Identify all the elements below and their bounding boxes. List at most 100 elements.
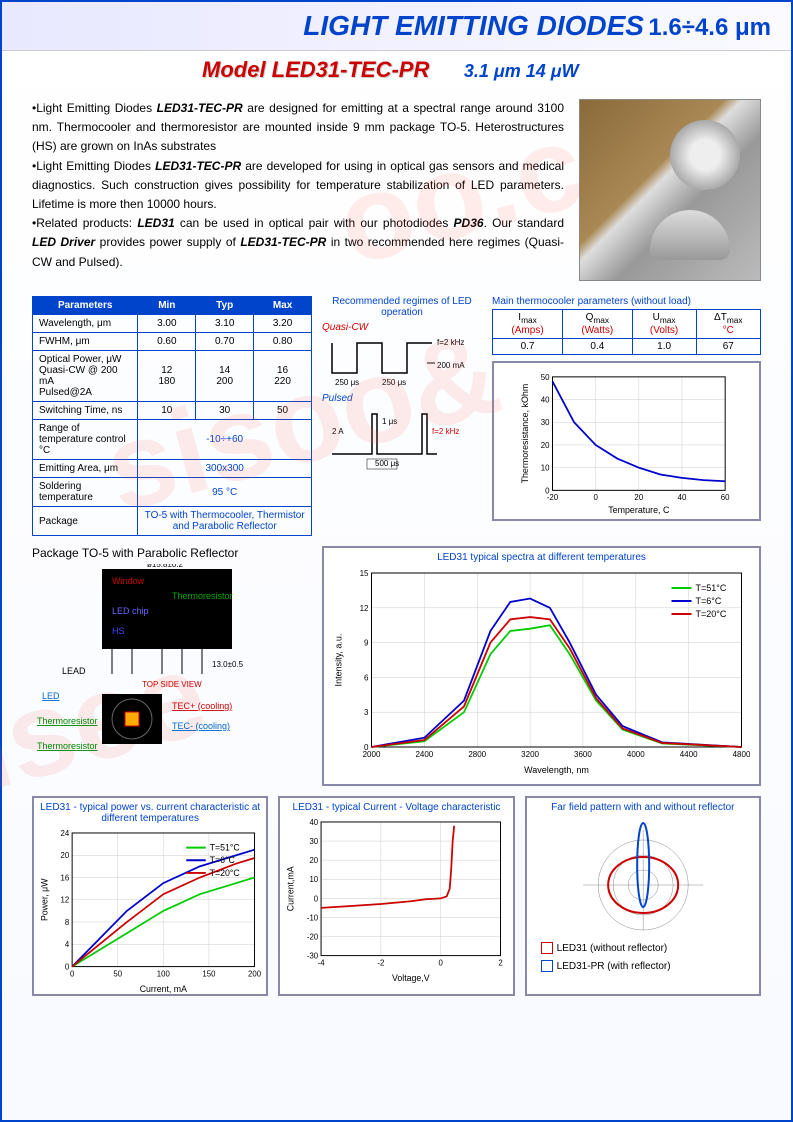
svg-text:20: 20 [310,856,319,865]
svg-text:TEC+ (cooling): TEC+ (cooling) [172,701,232,711]
spectra-chart: LED31 typical spectra at different tempe… [322,546,761,786]
svg-text:30: 30 [310,837,319,846]
package-diagram: Window Thermoresistor LED chip HS ø15.8±… [32,564,312,764]
svg-text:-10: -10 [307,913,319,922]
svg-text:T=20°C: T=20°C [210,868,240,878]
product-photo [579,99,761,281]
svg-text:Thermoresistor: Thermoresistor [37,741,98,751]
svg-text:4800: 4800 [733,750,751,759]
svg-text:LEAD: LEAD [62,666,86,676]
svg-text:Wavelength, nm: Wavelength, nm [524,765,589,775]
svg-text:40: 40 [310,818,319,827]
svg-text:50: 50 [541,373,550,382]
model-title: Model LED31-TEC-PR [202,57,429,82]
iv-chart: LED31 - typical Current - Voltage charac… [278,796,514,996]
svg-text:4000: 4000 [627,750,645,759]
svg-text:TOP SIDE VIEW: TOP SIDE VIEW [142,680,202,689]
svg-text:Window: Window [112,576,145,586]
svg-text:Current,mA: Current,mA [286,866,296,911]
svg-text:Thermoresistance, kOhm: Thermoresistance, kOhm [520,384,530,484]
svg-text:0: 0 [545,486,550,495]
svg-text:20: 20 [541,441,550,450]
main-title: LIGHT EMITTING DIODES [303,10,644,41]
svg-text:9: 9 [364,639,369,648]
svg-text:3600: 3600 [574,750,592,759]
svg-text:Voltage,V: Voltage,V [392,973,430,983]
svg-text:250 μs: 250 μs [335,378,359,387]
svg-text:12: 12 [360,604,369,613]
svg-text:500 μs: 500 μs [375,459,399,468]
svg-text:50: 50 [113,969,122,978]
svg-text:-20: -20 [307,932,319,941]
svg-text:T=20°C: T=20°C [696,609,727,619]
svg-text:f=2 kHz: f=2 kHz [432,427,459,436]
svg-text:Thermoresistor: Thermoresistor [37,716,98,726]
page-header: LIGHT EMITTING DIODES 1.6÷4.6 μm [2,2,791,51]
svg-text:8: 8 [65,918,69,927]
svg-text:24: 24 [61,829,70,838]
timing-diagram: Recommended regimes of LED operation Qua… [322,296,482,536]
svg-text:-2: -2 [378,958,385,967]
svg-text:4400: 4400 [680,750,698,759]
svg-text:Thermoresistor: Thermoresistor [172,591,233,601]
svg-text:0: 0 [314,894,319,903]
title-spec: 1.6÷4.6 μm [648,14,771,41]
svg-text:15: 15 [360,569,369,578]
svg-text:40: 40 [678,493,687,502]
svg-text:HS: HS [112,626,125,636]
svg-text:16: 16 [61,873,70,882]
svg-text:Current, mA: Current, mA [140,984,187,994]
svg-text:Intensity, a.u.: Intensity, a.u. [334,634,344,687]
svg-text:3: 3 [364,708,369,717]
svg-text:2400: 2400 [415,750,433,759]
svg-text:LED chip: LED chip [112,606,149,616]
description: •Light Emitting Diodes LED31-TEC-PR are … [32,99,564,281]
svg-text:3200: 3200 [521,750,539,759]
svg-text:Power, μW: Power, μW [40,878,50,921]
svg-text:200 mA: 200 mA [437,361,465,370]
svg-text:0: 0 [70,969,75,978]
svg-text:100: 100 [157,969,171,978]
svg-text:Temperature, C: Temperature, C [608,505,670,515]
svg-text:1 μs: 1 μs [382,417,397,426]
svg-text:ø15.8±0.2: ø15.8±0.2 [147,564,184,569]
power-chart: LED31 - typical power vs. current charac… [32,796,268,996]
svg-text:2800: 2800 [468,750,486,759]
svg-text:6: 6 [364,673,369,682]
svg-text:2 A: 2 A [332,427,344,436]
parameters-table: ParametersMinTypMax Wavelength, μm3.003.… [32,296,312,536]
svg-text:20: 20 [61,851,70,860]
svg-text:LED: LED [42,691,60,701]
svg-text:150: 150 [202,969,216,978]
tec-table: Imax(Amps)Qmax(Watts)Umax(Volts)ΔTmax°C … [492,309,761,355]
svg-text:13.0±0.5: 13.0±0.5 [212,660,244,669]
model-spec: 3.1 μm 14 μW [464,61,579,81]
svg-text:200: 200 [248,969,262,978]
svg-text:40: 40 [541,396,550,405]
svg-text:2: 2 [499,958,503,967]
tec-title: Main thermocooler parameters (without lo… [492,296,761,307]
svg-text:0: 0 [65,963,70,972]
svg-text:12: 12 [61,896,70,905]
svg-text:-30: -30 [307,952,319,961]
svg-text:0: 0 [593,493,598,502]
svg-text:4: 4 [65,940,70,949]
svg-text:T=51°C: T=51°C [210,843,240,853]
svg-text:250 μs: 250 μs [382,378,406,387]
svg-text:10: 10 [310,875,319,884]
thermoresistance-chart: -20020406001020304050Temperature, CTherm… [492,361,761,521]
svg-text:T=6°C: T=6°C [210,855,235,865]
package-title: Package TO-5 with Parabolic Reflector [32,546,312,560]
svg-text:0: 0 [439,958,444,967]
svg-text:20: 20 [634,493,643,502]
svg-text:10: 10 [541,464,550,473]
svg-text:30: 30 [541,418,550,427]
farfield-chart: Far field pattern with and without refle… [525,796,761,996]
svg-text:T=6°C: T=6°C [696,596,722,606]
svg-text:-4: -4 [318,958,326,967]
svg-text:f=2 kHz: f=2 kHz [437,338,464,347]
svg-text:T=51°C: T=51°C [696,583,727,593]
svg-text:60: 60 [721,493,730,502]
svg-text:TEC- (cooling): TEC- (cooling) [172,721,230,731]
svg-text:0: 0 [364,743,369,752]
